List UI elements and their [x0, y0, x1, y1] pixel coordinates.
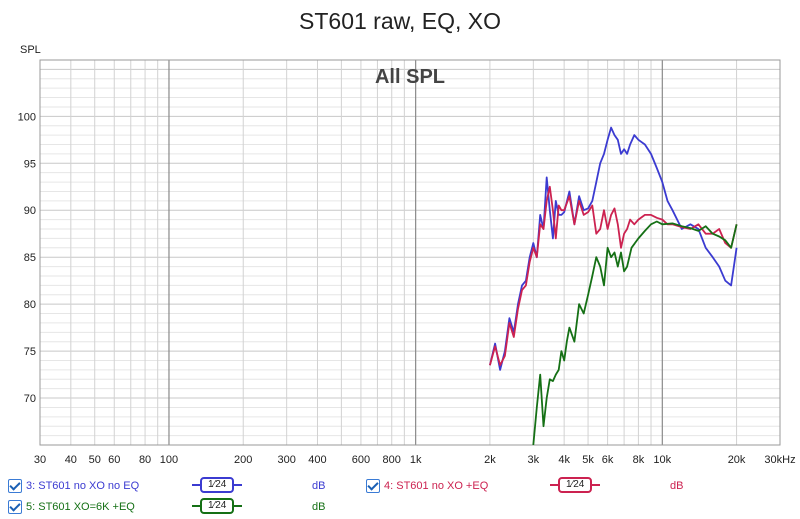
x-tick-label: 5k — [582, 454, 594, 466]
smoothing-selector[interactable]: 1⁄24 — [192, 498, 243, 514]
legend-item-series-4[interactable]: 4: ST601 no XO +EQ — [366, 479, 488, 493]
smoothing-selector[interactable]: 1⁄24 — [192, 477, 243, 493]
x-tick-label: 200 — [234, 454, 252, 466]
x-tick-label: 50 — [89, 454, 101, 466]
y-axis-label: SPL — [20, 44, 41, 56]
x-tick-label: 6k — [602, 454, 614, 466]
y-tick-label: 90 — [24, 205, 36, 217]
legend-checkbox[interactable] — [8, 479, 22, 493]
legend-label: 3: ST601 no XO no EQ — [26, 480, 140, 492]
series-line-3[interactable] — [489, 126, 738, 371]
x-tick-label: 30 — [34, 454, 46, 466]
x-tick-label: 60 — [108, 454, 120, 466]
smoothing-label: 1⁄24 — [200, 498, 235, 514]
legend-label: 4: ST601 no XO +EQ — [384, 480, 489, 492]
y-tick-label: 95 — [24, 158, 36, 170]
x-tick-label: 8k — [633, 454, 645, 466]
chart-title: All SPL — [375, 66, 445, 88]
legend-checkbox[interactable] — [366, 479, 380, 493]
smoothing-selector[interactable]: 1⁄24 — [550, 477, 601, 493]
x-tick-label: 40 — [65, 454, 77, 466]
y-tick-label: 70 — [24, 393, 36, 405]
smoothing-label: 1⁄24 — [200, 477, 235, 493]
x-tick-label: 2k — [484, 454, 496, 466]
x-tick-label: 10k — [653, 454, 671, 466]
unit-label: dB — [312, 501, 326, 513]
plot-frame — [39, 59, 781, 446]
x-tick-label: 30kHz — [764, 454, 795, 466]
series-line-5[interactable] — [532, 220, 738, 446]
x-tick-label: 400 — [308, 454, 326, 466]
unit-label: dB — [312, 480, 326, 492]
window-title: ST601 raw, EQ, XO — [299, 8, 501, 34]
x-tick-label: 600 — [352, 454, 370, 466]
x-tick-label: 100 — [160, 454, 178, 466]
x-tick-label: 800 — [383, 454, 401, 466]
x-tick-label: 300 — [277, 454, 295, 466]
x-tick-label: 80 — [139, 454, 151, 466]
plot-area — [40, 60, 780, 445]
smoothing-label: 1⁄24 — [558, 477, 593, 493]
y-tick-label: 85 — [24, 252, 36, 264]
x-tick-label: 3k — [528, 454, 540, 466]
y-tick-label: 80 — [24, 299, 36, 311]
x-tick-label: 1k — [410, 454, 422, 466]
x-tick-label: 20k — [728, 454, 746, 466]
legend-item-series-3[interactable]: 3: ST601 no XO no EQ — [8, 479, 139, 493]
unit-label: dB — [670, 480, 684, 492]
x-tick-label: 4k — [558, 454, 570, 466]
y-tick-label: 100 — [18, 111, 36, 123]
legend-checkbox[interactable] — [8, 500, 22, 514]
y-tick-label: 75 — [24, 346, 36, 358]
legend-label: 5: ST601 XO=6K +EQ — [26, 501, 135, 513]
legend-item-series-5[interactable]: 5: ST601 XO=6K +EQ — [8, 500, 135, 514]
